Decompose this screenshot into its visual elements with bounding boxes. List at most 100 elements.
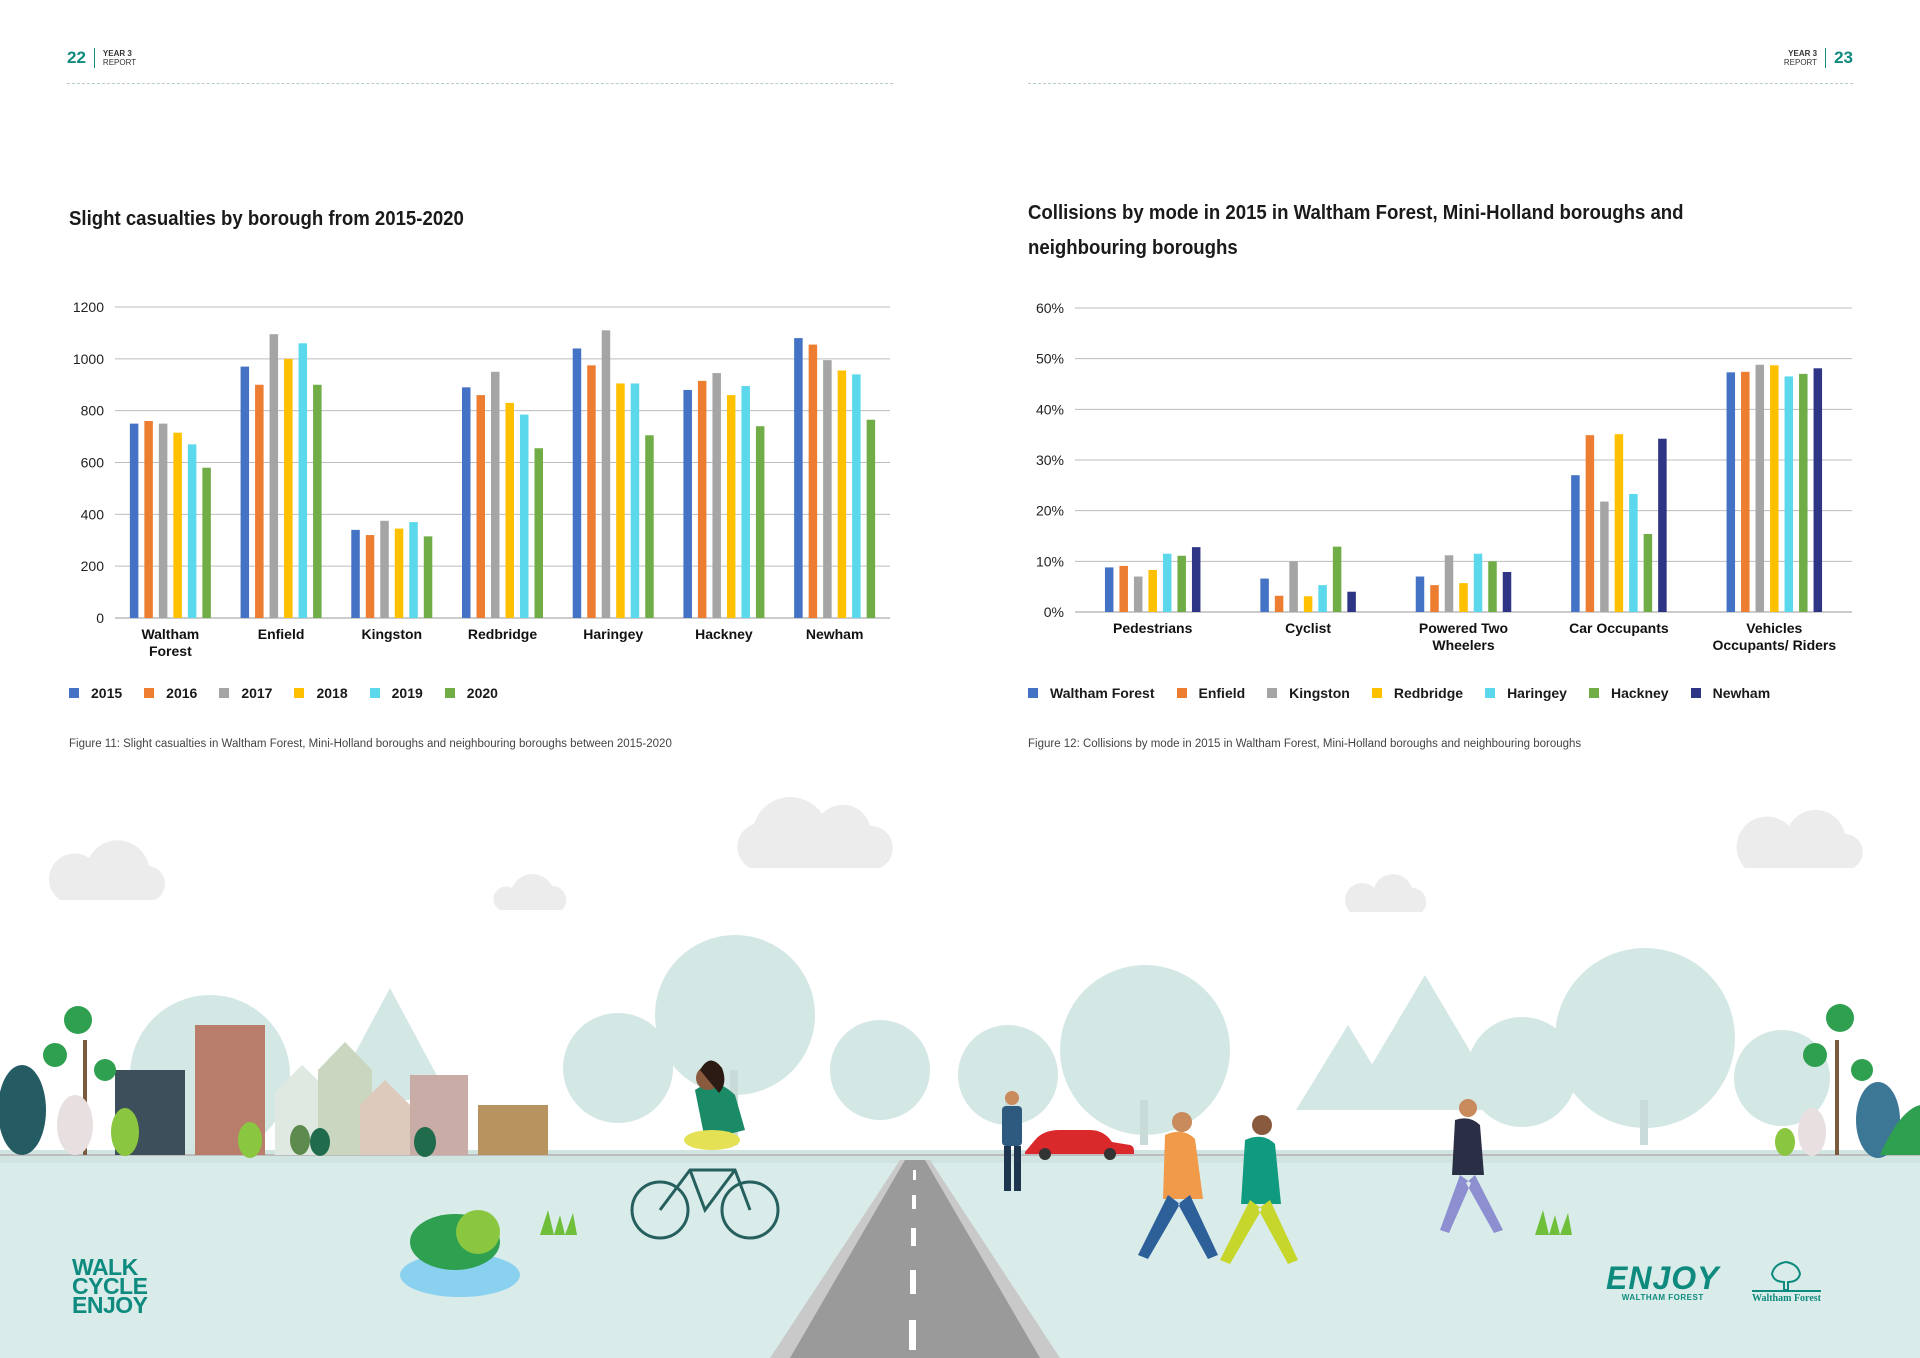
- waltham-forest-council-logo: Waltham Forest: [1752, 1260, 1821, 1304]
- bar: [1473, 553, 1483, 612]
- pedestrian-icon: [1220, 1115, 1298, 1264]
- bar: [1658, 438, 1667, 612]
- bar: [645, 435, 654, 618]
- legend-swatch: [1176, 688, 1187, 698]
- bar: [240, 366, 250, 618]
- bar: [1347, 591, 1356, 612]
- bar: [823, 360, 832, 618]
- buildings: [115, 1025, 548, 1155]
- legend-swatch: [144, 688, 155, 698]
- legend-swatch: [369, 688, 380, 698]
- cloud-icon: [48, 797, 1863, 912]
- bar: [837, 370, 847, 618]
- bar: [1415, 576, 1425, 612]
- y-tick-label: 30%: [1036, 452, 1064, 468]
- bar: [741, 386, 750, 618]
- bar: [1318, 585, 1327, 612]
- bar: [394, 528, 404, 618]
- bar: [284, 358, 293, 618]
- legend-label: Enfield: [1198, 685, 1246, 701]
- legend-item: 2020: [444, 685, 498, 701]
- bar: [520, 414, 529, 618]
- legend-label: Waltham Forest: [1050, 685, 1155, 701]
- legend-item: Newham: [1690, 685, 1771, 701]
- x-tick-label: Pedestrians: [1113, 620, 1193, 636]
- y-tick-label: 600: [81, 455, 105, 471]
- bar: [476, 395, 485, 618]
- legend-item: Haringey: [1485, 685, 1567, 701]
- bar: [365, 535, 375, 618]
- y-tick-label: 0: [96, 610, 104, 626]
- bar: [1332, 546, 1342, 612]
- bar: [601, 330, 611, 618]
- figure11-legend: 2015 2016 2017 2018 2019 2020: [69, 685, 520, 701]
- y-tick-label: 10%: [1036, 553, 1064, 569]
- bar: [1585, 435, 1595, 612]
- header-rule: [67, 83, 893, 84]
- bar: [587, 365, 596, 618]
- legend-item: Hackney: [1588, 685, 1669, 701]
- bar: [1444, 555, 1454, 612]
- x-tick-label: Vehicles: [1746, 620, 1802, 636]
- legend-label: 2019: [391, 685, 423, 701]
- legend-swatch: [219, 688, 230, 698]
- bar: [1726, 372, 1736, 612]
- pedestrian-icon: [1440, 1099, 1503, 1233]
- legend-label: Hackney: [1610, 685, 1669, 701]
- y-tick-label: 40%: [1036, 401, 1064, 417]
- bar: [712, 373, 721, 618]
- x-tick-label: Waltham: [141, 626, 199, 642]
- x-tick-label: Redbridge: [468, 626, 537, 642]
- legend-swatch: [1267, 688, 1278, 698]
- bar: [1571, 475, 1580, 612]
- bar: [491, 371, 500, 618]
- y-tick-label: 1200: [73, 299, 104, 315]
- legend-label: Haringey: [1507, 685, 1567, 701]
- bar: [683, 389, 692, 618]
- bar: [269, 334, 279, 618]
- page-number: 23: [1834, 48, 1853, 67]
- bar: [1119, 565, 1128, 612]
- x-tick-label: Wheelers: [1432, 637, 1494, 653]
- bar: [1629, 493, 1638, 612]
- x-tick-label: Newham: [806, 626, 864, 642]
- enjoy-waltham-forest-logo: ENJOY WALTHAM FOREST: [1606, 1260, 1720, 1302]
- tree-icon: [0, 1006, 436, 1158]
- legend-item: 2019: [369, 685, 423, 701]
- legend-swatch: [1028, 688, 1038, 698]
- bar: [1260, 578, 1269, 612]
- bar: [1177, 555, 1186, 612]
- x-tick-label: Haringey: [583, 626, 643, 642]
- tree-icon: [1775, 1004, 1920, 1158]
- tree-icon: [1771, 1260, 1802, 1290]
- bar: [697, 380, 707, 618]
- bar: [1459, 583, 1468, 612]
- legend-swatch: [444, 688, 455, 698]
- bar: [1614, 434, 1624, 612]
- legend-item: Waltham Forest: [1028, 685, 1155, 701]
- legend-item: Redbridge: [1371, 685, 1463, 701]
- legend-label: 2020: [466, 685, 498, 701]
- legend-swatch: [1371, 688, 1382, 698]
- bar: [129, 423, 139, 618]
- street-illustration: [0, 797, 1920, 1358]
- y-tick-label: 400: [81, 506, 105, 522]
- bar: [409, 522, 418, 618]
- figure12-title-line2: neighbouring boroughs: [1028, 237, 1238, 259]
- bar: [1502, 571, 1512, 612]
- legend-label: 2018: [316, 685, 348, 701]
- bar: [1643, 533, 1653, 612]
- pedestrian-icon: [1002, 1091, 1022, 1191]
- bar: [187, 444, 197, 618]
- x-tick-label: Cyclist: [1285, 620, 1331, 636]
- legend-label: Newham: [1712, 685, 1771, 701]
- bar: [808, 344, 818, 618]
- bar: [616, 383, 625, 618]
- y-tick-label: 60%: [1036, 300, 1064, 316]
- report-label: YEAR 3 REPORT: [1783, 49, 1818, 67]
- bar: [505, 402, 514, 618]
- bar: [1430, 585, 1439, 612]
- legend-label: 2015: [91, 685, 123, 701]
- bar: [866, 419, 876, 618]
